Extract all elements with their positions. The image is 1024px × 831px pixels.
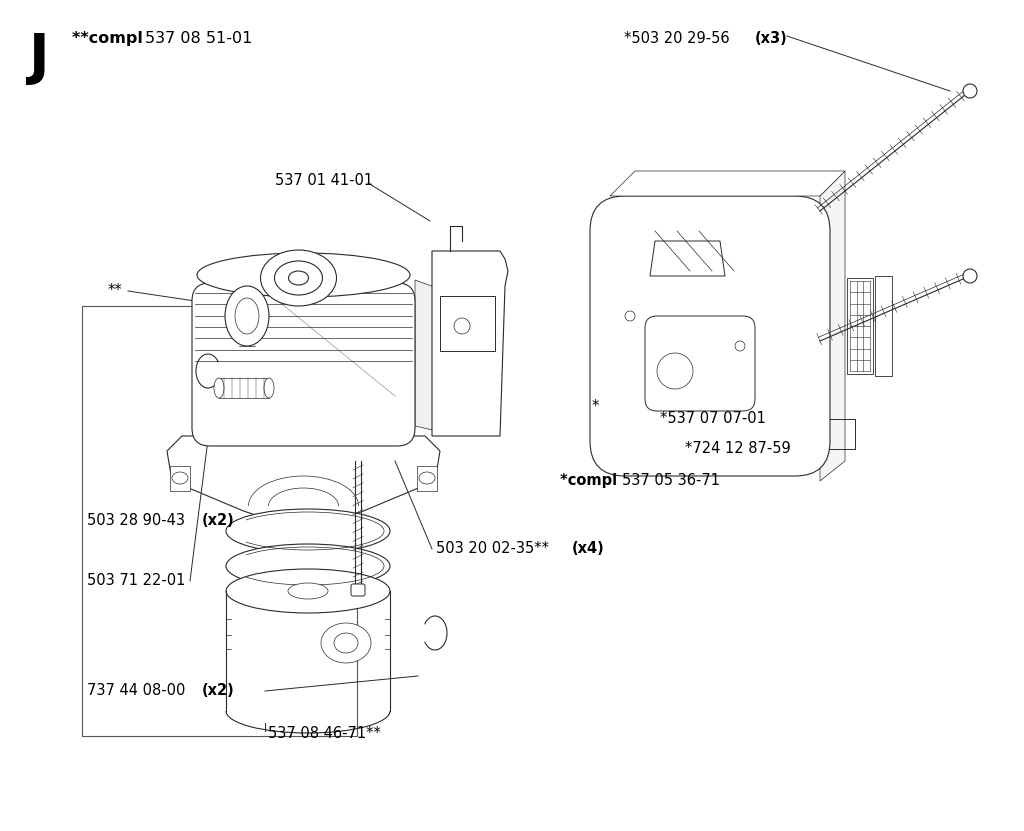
Ellipse shape [625,311,635,321]
Ellipse shape [289,271,308,285]
Ellipse shape [735,341,745,351]
Ellipse shape [657,353,693,389]
Ellipse shape [963,269,977,283]
Polygon shape [167,436,440,531]
Polygon shape [874,276,892,376]
Text: *724 12 87-59: *724 12 87-59 [685,441,791,456]
Text: 537 08 46-71**: 537 08 46-71** [268,726,381,741]
Polygon shape [440,296,495,351]
Polygon shape [219,378,269,398]
Text: (x4): (x4) [572,541,605,556]
Ellipse shape [197,253,410,297]
Text: 537 08 51-01: 537 08 51-01 [145,31,252,46]
Polygon shape [415,280,437,431]
Ellipse shape [226,569,390,613]
Text: *537 07 07-01: *537 07 07-01 [660,411,766,426]
Ellipse shape [226,509,390,553]
Text: 503 71 22-01: 503 71 22-01 [87,573,185,588]
Ellipse shape [225,286,269,346]
Text: J: J [28,31,48,85]
Ellipse shape [226,544,390,588]
Bar [82,306,357,736]
Ellipse shape [264,378,274,398]
Text: (x2): (x2) [202,513,234,528]
Polygon shape [847,278,873,374]
Text: (x3): (x3) [755,31,787,46]
FancyBboxPatch shape [645,316,755,411]
Polygon shape [432,251,508,436]
Text: **: ** [108,283,123,298]
Text: (x2): (x2) [202,683,234,698]
Ellipse shape [419,472,435,484]
Ellipse shape [274,261,323,295]
Ellipse shape [321,623,371,663]
Ellipse shape [260,250,337,306]
Text: *compl: *compl [560,473,623,488]
Text: 537 01 41-01: 537 01 41-01 [275,173,373,188]
Polygon shape [610,171,845,196]
FancyBboxPatch shape [351,584,365,596]
Ellipse shape [963,84,977,98]
Text: 503 20 02-35**: 503 20 02-35** [436,541,554,556]
Text: 503 28 90-43: 503 28 90-43 [87,513,189,528]
Ellipse shape [454,318,470,334]
Polygon shape [170,466,190,491]
Text: *: * [592,399,599,414]
Polygon shape [820,171,845,481]
FancyBboxPatch shape [590,196,830,476]
Text: 537 05 36-71: 537 05 36-71 [622,473,720,488]
Text: 737 44 08-00: 737 44 08-00 [87,683,190,698]
FancyBboxPatch shape [193,283,415,446]
Ellipse shape [172,472,188,484]
Text: *503 20 29-56: *503 20 29-56 [624,31,734,46]
Polygon shape [650,241,725,276]
Polygon shape [417,466,437,491]
Ellipse shape [214,378,224,398]
Text: **compl: **compl [72,31,148,46]
Ellipse shape [288,583,328,599]
